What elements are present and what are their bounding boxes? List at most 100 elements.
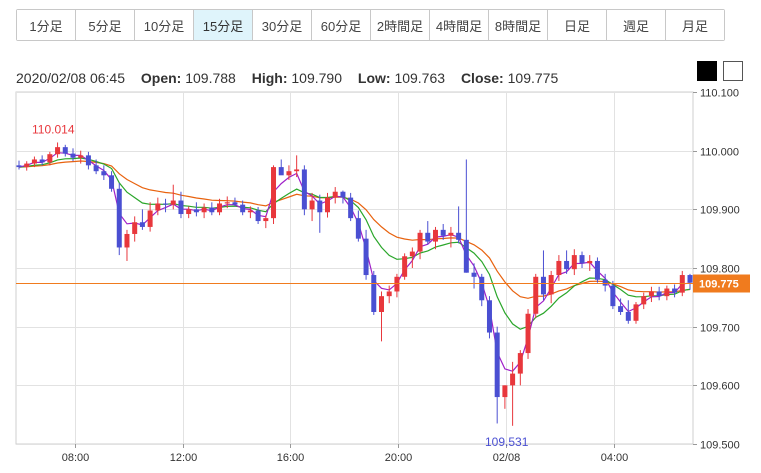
open-label: Open: (140, 70, 182, 86)
candle-body (47, 154, 53, 163)
candle-body (525, 313, 531, 354)
y-tick-label: 109.700 (700, 323, 740, 335)
candle-body (109, 175, 115, 189)
candle-body (540, 276, 546, 295)
candle-body (564, 260, 570, 270)
candle-body (618, 306, 624, 312)
candle-body (494, 332, 500, 398)
candle-body (440, 229, 446, 236)
candle-body (55, 147, 61, 155)
candle-body (355, 218, 361, 239)
candle-body (201, 207, 207, 213)
candle-body (116, 188, 122, 248)
high-value: 109.790 (291, 70, 342, 86)
x-tick-label: 08:00 (62, 452, 90, 464)
dark-theme-button[interactable] (697, 61, 717, 81)
y-tick-label: 110.000 (700, 147, 739, 159)
candle-body (78, 155, 84, 158)
candle-body (371, 275, 377, 312)
high-marker-label: 110.014 (32, 122, 75, 136)
tab-timeframe-4[interactable]: 30分足 (253, 10, 312, 40)
candle-body (463, 239, 469, 273)
candle-body (224, 202, 230, 204)
candle-body (556, 260, 562, 276)
tab-timeframe-11[interactable]: 月足 (666, 10, 724, 40)
ohlc-readout: 2020/02/08 06:45 Open: 109.788 High: 109… (16, 70, 558, 86)
candle-body (317, 200, 323, 213)
tab-timeframe-7[interactable]: 4時間足 (430, 10, 489, 40)
candle-body (309, 200, 315, 210)
candle-body (548, 275, 554, 295)
candle-body (641, 296, 647, 305)
candle-body (402, 256, 408, 277)
current-price-label-bg (693, 274, 750, 293)
x-tick-label: 02/08 (493, 452, 521, 464)
current-price-label: 109.775 (699, 279, 739, 291)
candle-body (378, 296, 384, 312)
candle-body (409, 251, 415, 257)
candle-body (163, 203, 169, 205)
candle-body (386, 291, 392, 297)
candle-body (687, 275, 693, 283)
candle-body (155, 203, 161, 211)
candle-body (217, 203, 223, 213)
candle-body (432, 229, 438, 242)
candle-body (24, 163, 30, 168)
low-value: 109.763 (394, 70, 446, 86)
tab-timeframe-1[interactable]: 5分足 (76, 10, 135, 40)
y-tick-label: 110.100 (700, 88, 739, 100)
candle-body (294, 169, 300, 172)
candle-body (124, 233, 130, 248)
candle-body (533, 276, 539, 314)
timeframe-tabs: 1分足 5分足 10分足 15分足 30分足 60分足 2時間足 4時間足 8時間足 日足 週足 月足 (16, 9, 725, 41)
tab-timeframe-8[interactable]: 8時間足 (489, 10, 548, 40)
candle-body (132, 222, 138, 234)
candle-body (209, 207, 215, 213)
y-tick-label: 109.500 (700, 440, 740, 452)
candle-body (448, 232, 454, 236)
tab-timeframe-5[interactable]: 60分足 (312, 10, 371, 40)
candle-body (417, 232, 423, 252)
candle-body (471, 272, 477, 277)
ma-mid-line (18, 160, 691, 299)
candle-body (247, 210, 253, 213)
candle-body (255, 210, 261, 222)
ohlc-datetime: 2020/02/08 06:45 (16, 70, 125, 86)
candle-body (39, 159, 45, 163)
candle-body (610, 285, 616, 307)
candle-body (263, 218, 269, 222)
ma-fast-line (18, 152, 691, 372)
candle-body (240, 204, 246, 213)
tab-timeframe-0[interactable]: 1分足 (17, 10, 76, 40)
light-theme-button[interactable] (723, 61, 743, 81)
candle-body (363, 238, 369, 276)
candle-body (139, 222, 145, 227)
tab-timeframe-9[interactable]: 日足 (548, 10, 607, 40)
candle-body (70, 153, 76, 158)
candle-body (85, 155, 91, 166)
y-tick-label: 109.600 (700, 381, 740, 393)
candle-body (186, 209, 192, 215)
candle-body (571, 255, 577, 270)
candle-body (517, 353, 523, 374)
tab-timeframe-6[interactable]: 2時間足 (371, 10, 430, 40)
candle-body (278, 167, 284, 176)
x-tick-label: 04:00 (601, 452, 629, 464)
candle-body (425, 232, 431, 242)
candle-body (170, 200, 176, 205)
candle-body (633, 304, 639, 321)
candle-body (594, 260, 600, 280)
candle-body (31, 159, 37, 164)
low-marker-label: 109.531 (485, 435, 529, 449)
candle-body (101, 171, 107, 176)
tab-timeframe-3[interactable]: 15分足 (194, 10, 253, 40)
candle-body (16, 165, 22, 168)
candle-body (394, 276, 400, 292)
candle-body (325, 197, 331, 213)
candle-body (286, 171, 292, 176)
high-label: High: (251, 70, 288, 86)
candle-body (486, 300, 492, 333)
tab-timeframe-10[interactable]: 週足 (607, 10, 666, 40)
tab-timeframe-2[interactable]: 10分足 (135, 10, 194, 40)
